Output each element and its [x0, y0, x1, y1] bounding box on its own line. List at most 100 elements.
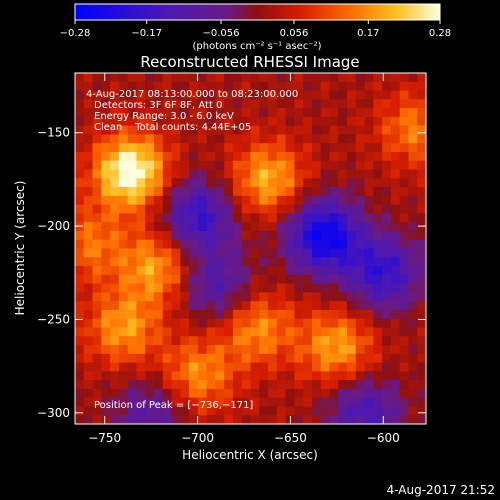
y-tick-label: −300 [37, 406, 70, 420]
heatmap-cell [294, 134, 304, 144]
heatmap-cell [180, 301, 190, 311]
heatmap-cell [285, 116, 295, 127]
heatmap-cell [347, 151, 357, 162]
heatmap-cell [206, 345, 217, 355]
heatmap-cell [382, 415, 392, 424]
heatmap-cell [92, 108, 102, 118]
heatmap-cell [364, 248, 374, 258]
heatmap-cell [92, 301, 102, 311]
heatmap-cell [241, 388, 252, 399]
heatmap-cell [118, 301, 129, 311]
heatmap-cell [408, 353, 418, 364]
heatmap-cell [189, 309, 199, 320]
heatmap-cell [127, 151, 138, 162]
heatmap-cell [364, 143, 374, 153]
heatmap-cell [101, 397, 111, 408]
heatmap-cell [285, 160, 295, 171]
heatmap-cell [417, 301, 426, 311]
heatmap-cell [215, 362, 225, 372]
heatmap-cell [241, 309, 252, 320]
heatmap-cell [241, 257, 252, 267]
heatmap-cell [145, 195, 155, 206]
heatmap-cell [320, 160, 331, 171]
heatmap-cell [110, 239, 120, 250]
heatmap-cell [390, 336, 401, 346]
heatmap-cell [215, 336, 225, 346]
heatmap-cell [303, 388, 313, 399]
heatmap-cell [127, 371, 138, 381]
heatmap-cell [110, 248, 120, 258]
heatmap-cell [320, 73, 331, 83]
heatmap-cell [320, 397, 331, 408]
heatmap-cell [92, 195, 102, 206]
heatmap-cell [268, 248, 278, 258]
heatmap-cell [241, 125, 252, 136]
heatmap-cell [347, 388, 357, 399]
heatmap-cell [276, 266, 287, 276]
heatmap-cell [355, 283, 366, 293]
heatmap-cell [180, 169, 190, 179]
heatmap-cell [355, 380, 366, 390]
heatmap-cell [162, 169, 173, 179]
heatmap-cell [390, 160, 401, 171]
heatmap-cell [136, 266, 146, 276]
heatmap-cell [399, 222, 410, 232]
heatmap-cell [153, 388, 164, 399]
heatmap-cell [355, 388, 366, 399]
heatmap-cell [110, 415, 120, 424]
heatmap-cell [101, 301, 111, 311]
heatmap-cell [232, 274, 243, 285]
heatmap-cell [355, 230, 366, 241]
peak-position-label: Position of Peak = [−736,−171] [94, 400, 253, 411]
heatmap-cell [320, 327, 331, 337]
heatmap-cell [311, 397, 322, 408]
heatmap-cell [75, 187, 85, 197]
heatmap-cell [224, 345, 234, 355]
heatmap-cell [399, 292, 410, 302]
heatmap-cell [417, 160, 426, 171]
heatmap-cell [382, 283, 392, 293]
heatmap-cell [347, 195, 357, 206]
heatmap-cell [92, 415, 102, 424]
heatmap-cell [224, 213, 234, 223]
heatmap-cell [294, 274, 304, 285]
heatmap-cell [347, 248, 357, 258]
heatmap-cell [171, 309, 181, 320]
heatmap-cell [373, 318, 383, 329]
heatmap-cell [118, 274, 129, 285]
heatmap-cell [101, 143, 111, 153]
heatmap-cell [136, 108, 146, 118]
heatmap-cell [232, 406, 243, 416]
heatmap-cell [390, 99, 401, 109]
heatmap-cell [101, 99, 111, 109]
heatmap-cell [311, 151, 322, 162]
heatmap-cell [145, 178, 155, 188]
heatmap-cell [110, 336, 120, 346]
heatmap-cell [110, 195, 120, 206]
heatmap-cell [276, 151, 287, 162]
heatmap-cell [329, 274, 339, 285]
heatmap-cell [92, 73, 102, 83]
heatmap-cell [110, 388, 120, 399]
heatmap-cell [232, 90, 243, 100]
heatmap-cell [224, 81, 234, 92]
heatmap-cell [224, 160, 234, 171]
heatmap-cell [232, 301, 243, 311]
heatmap-cell [329, 151, 339, 162]
heatmap-cell [347, 204, 357, 215]
heatmap-cell [241, 169, 252, 179]
heatmap-cell [206, 73, 217, 83]
heatmap-cell [232, 318, 243, 329]
heatmap-cell [347, 301, 357, 311]
heatmap-cell [171, 230, 181, 241]
heatmap-cell [347, 108, 357, 118]
heatmap-cell [320, 406, 331, 416]
heatmap-cell [399, 151, 410, 162]
heatmap-cell [215, 309, 225, 320]
heatmap-cell [390, 397, 401, 408]
heatmap-cell [347, 257, 357, 267]
heatmap-cell [136, 125, 146, 136]
heatmap-cell [127, 327, 138, 337]
heatmap-cell [347, 266, 357, 276]
heatmap-cell [311, 90, 322, 100]
